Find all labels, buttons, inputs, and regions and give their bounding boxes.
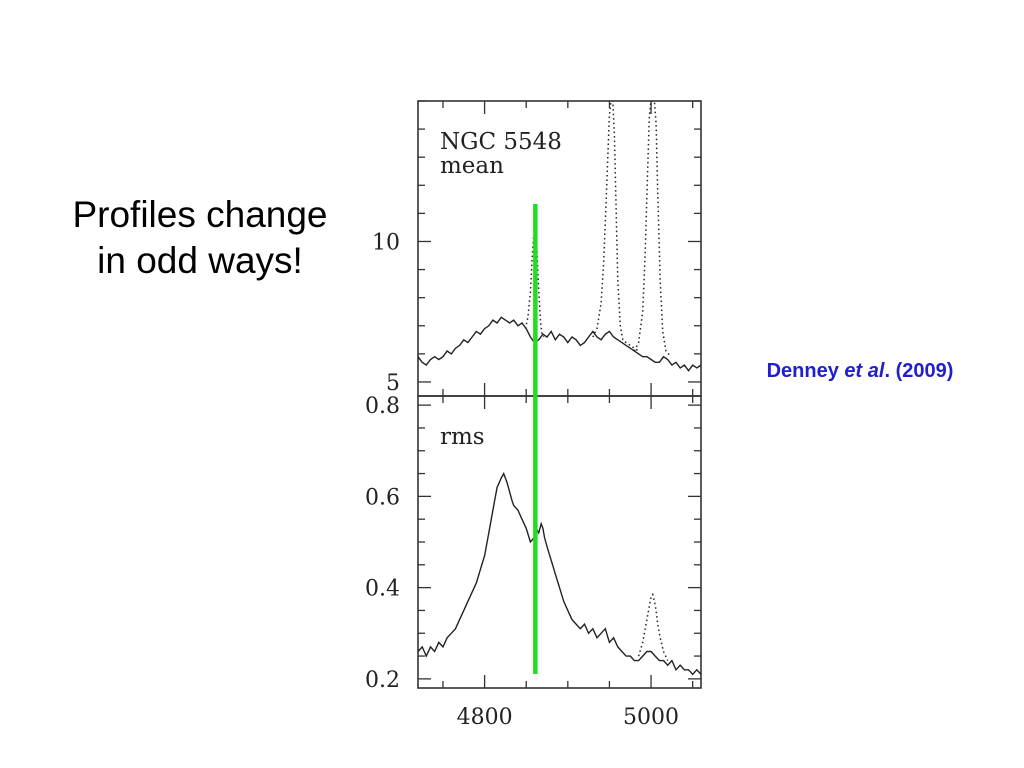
bottom-panel-ytick-label: 0.8 [365, 394, 400, 419]
citation: Denney et al. (2009) [700, 360, 1020, 383]
bottom-panel-ytick-label: 0.2 [365, 668, 400, 693]
caption: Profiles change in odd ways! [40, 192, 360, 284]
top-panel-ytick-label: 5 [386, 371, 400, 396]
caption-line-1: Profiles change [72, 194, 328, 235]
bottom-panel-label: rms [440, 424, 485, 450]
bottom-panel-series-solid-0 [418, 471, 701, 676]
caption-line-2: in odd ways! [97, 240, 303, 281]
bottom-panel-ytick-label: 0.4 [365, 577, 400, 602]
bottom-panel-series-dotted-1 [637, 592, 669, 661]
top-panel-label: mean [440, 153, 504, 179]
citation-etal: et al [844, 360, 885, 382]
top-panel-series-dotted-3 [633, 101, 672, 358]
bottom-panel-ytick-label: 0.6 [365, 485, 400, 510]
top-panel-ytick-label: 10 [372, 230, 400, 255]
citation-year: . (2009) [884, 360, 954, 382]
xtick-label: 5000 [623, 705, 679, 730]
top-panel-series-dotted-1 [524, 227, 545, 338]
citation-author: Denney [766, 360, 839, 382]
xtick-label: 4800 [457, 705, 513, 730]
top-panel-series-solid-0 [418, 316, 701, 372]
top-panel-label: NGC 5548 [440, 129, 562, 155]
top-panel-series-dotted-2 [592, 101, 640, 352]
